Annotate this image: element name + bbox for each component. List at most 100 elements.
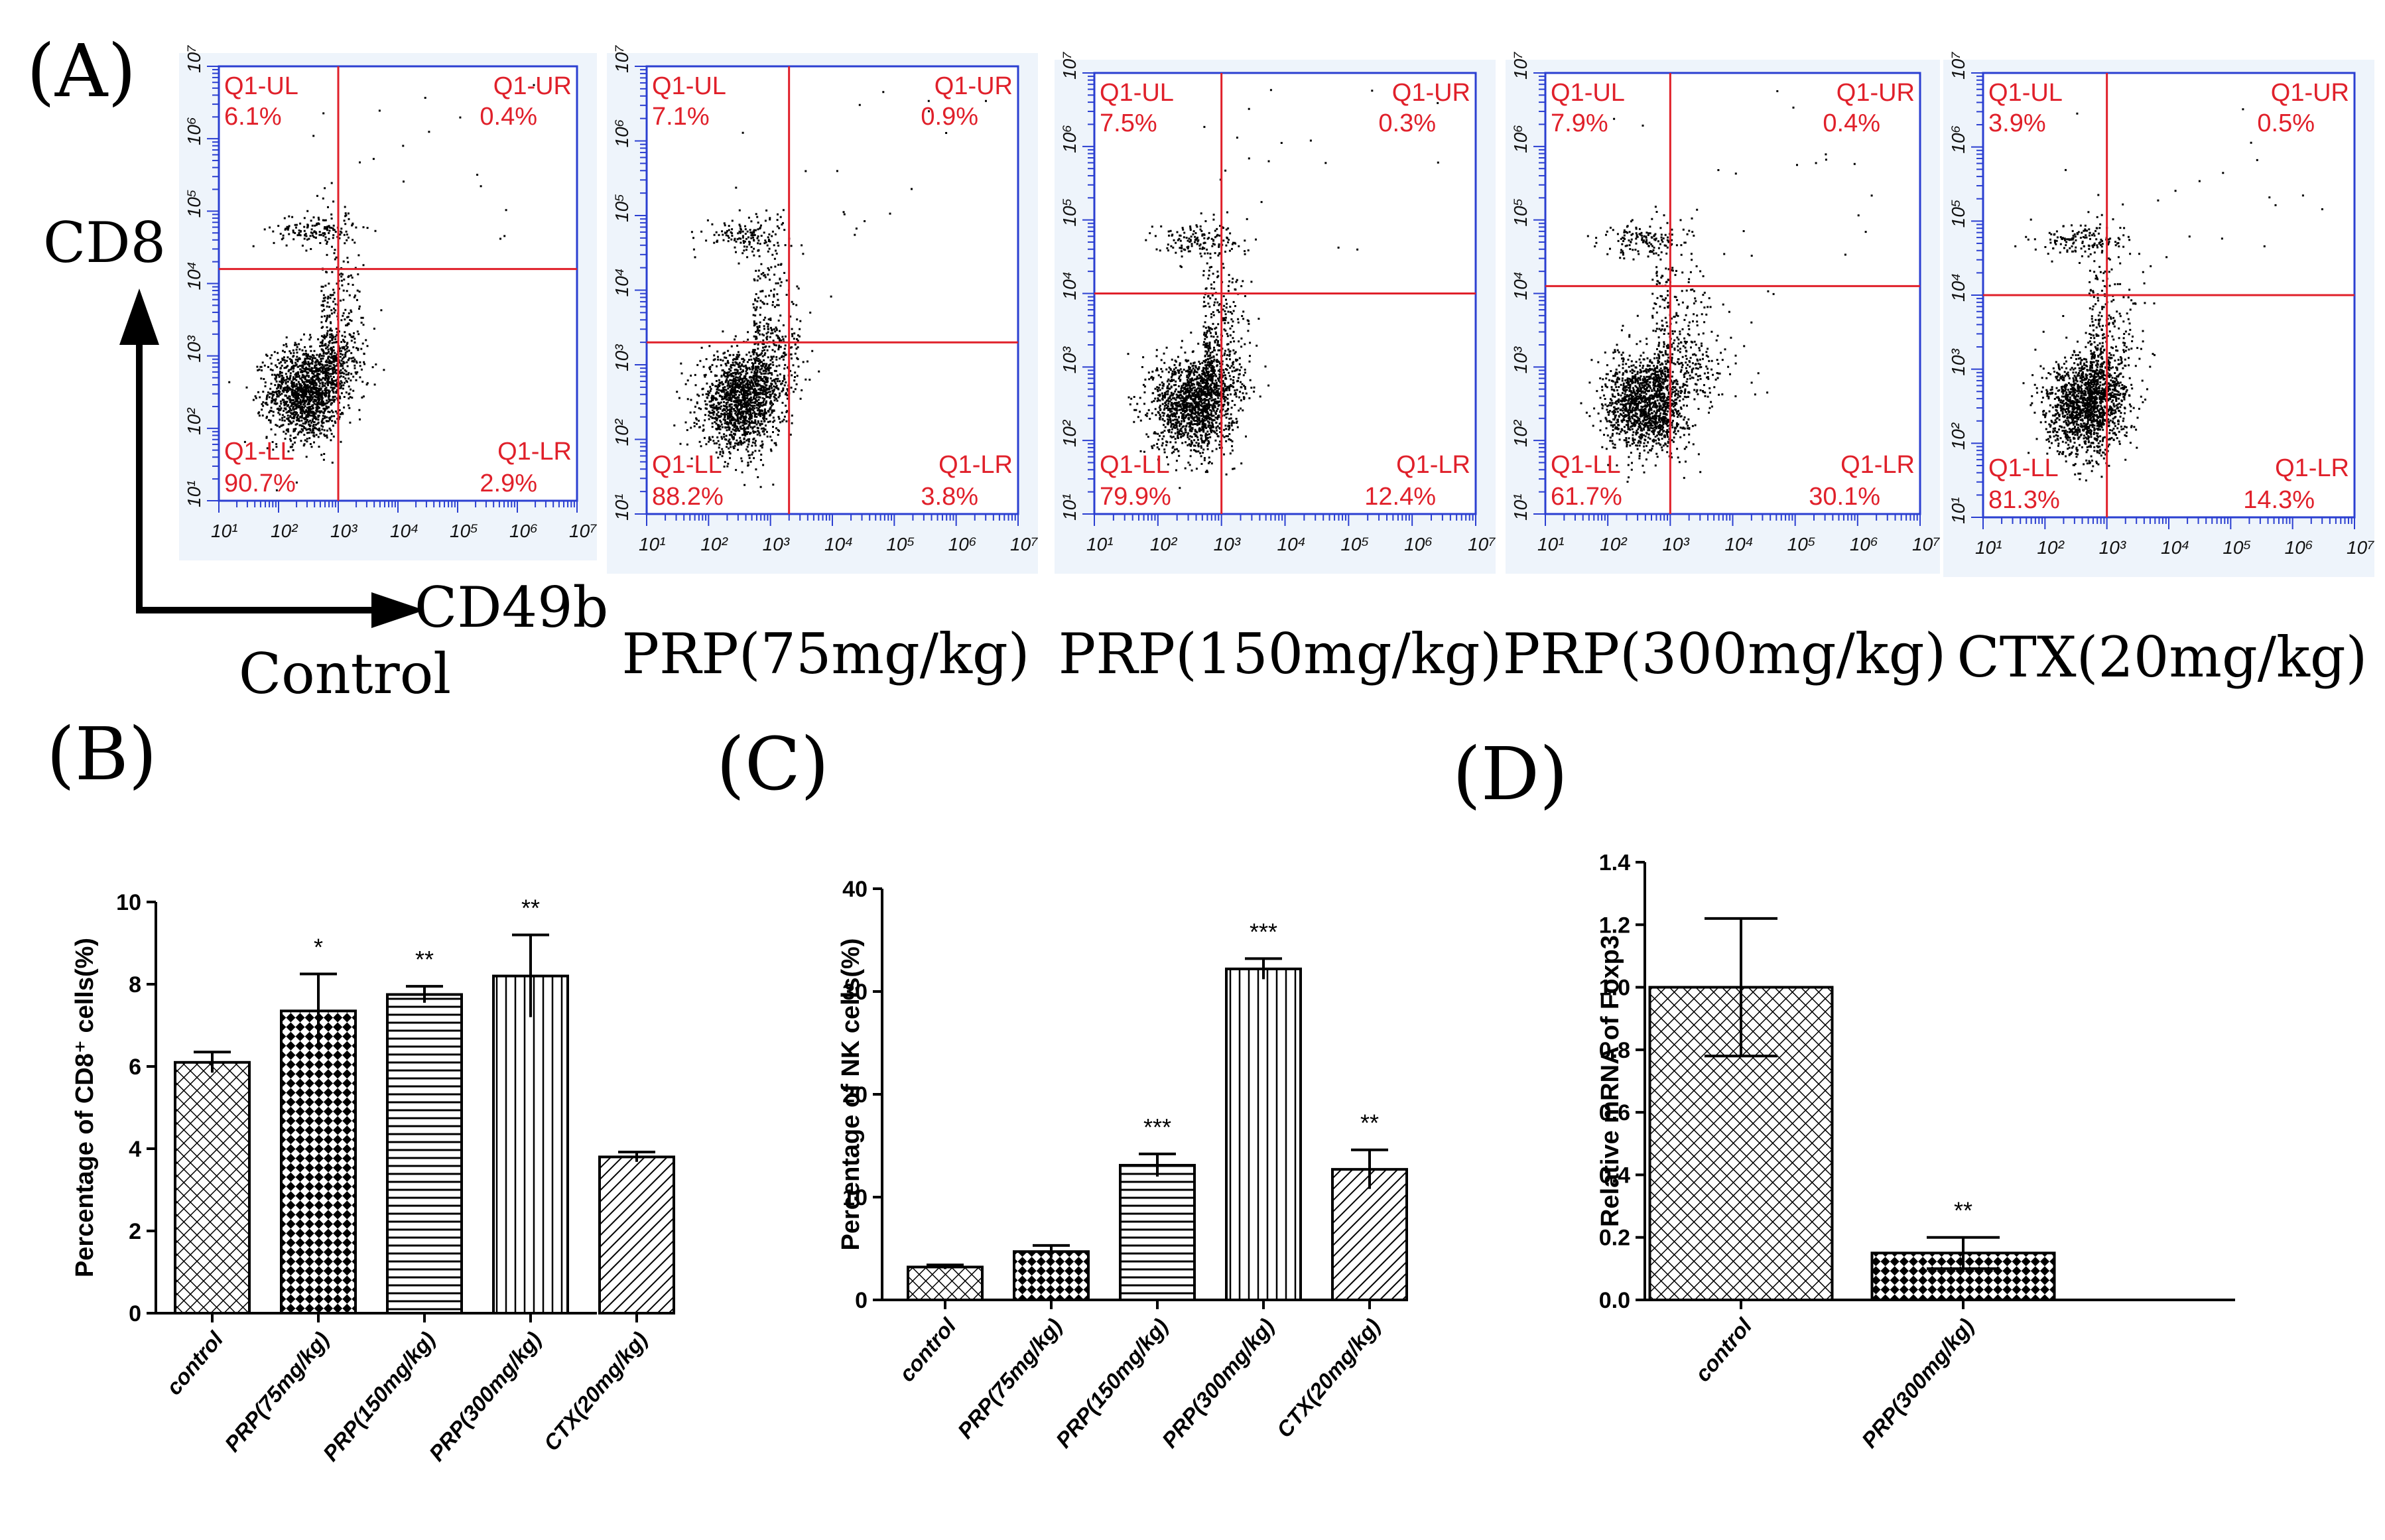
x-tick-label: 10³ xyxy=(763,534,790,554)
x-category-label: control xyxy=(894,1313,961,1386)
x-tick-label: 10⁶ xyxy=(2285,537,2313,558)
flow-group-caption: PRP(150mg/kg) xyxy=(1059,621,1502,686)
y-tick-label: 10⁵ xyxy=(1059,198,1080,227)
x-tick-label: 10² xyxy=(700,534,728,554)
y-tick-label: 10⁶ xyxy=(612,119,632,148)
flow-events xyxy=(1127,89,1439,489)
significance-marker: ** xyxy=(1360,1110,1379,1137)
cd49b-axis-marker: CD49b xyxy=(415,575,608,640)
y-tick-label: 10⁷ xyxy=(184,45,204,73)
quadrant-ur-name: Q1-UR xyxy=(2271,79,2349,107)
x-tick-label: 10⁷ xyxy=(1912,534,1940,554)
x-tick-label: 10² xyxy=(271,521,298,541)
y-tick-label: 0.4 xyxy=(1599,1163,1630,1188)
bar xyxy=(1119,1163,1196,1301)
y-tick-label: 10⁷ xyxy=(1059,52,1080,80)
y-tick-label: 1.2 xyxy=(1599,913,1630,938)
quadrant-ur-value: 0.4% xyxy=(480,103,537,131)
y-tick-label: 4 xyxy=(129,1137,141,1162)
cd8-arrow-head xyxy=(119,289,159,345)
flow-group-caption: CTX(20mg/kg) xyxy=(1957,625,2368,690)
y-tick-label: 2 xyxy=(129,1219,141,1244)
panel-label-c: (C) xyxy=(716,722,829,806)
x-tick-label: 10⁷ xyxy=(1010,534,1038,554)
significance-marker: ** xyxy=(1954,1197,1972,1224)
flow-event-dots xyxy=(1580,90,1873,483)
quadrant-ur-value: 0.4% xyxy=(1823,109,1880,137)
y-tick-label: 40 xyxy=(842,877,868,902)
x-tick-label: 10³ xyxy=(1662,534,1689,554)
x-category-label: PRP(300mg/kg) xyxy=(424,1327,546,1466)
x-tick-label: 10² xyxy=(1150,534,1178,554)
x-tick-label: 10⁴ xyxy=(824,534,853,554)
quadrant-ur-value: 0.9% xyxy=(921,103,978,131)
x-tick-label: 10⁶ xyxy=(948,534,977,554)
y-tick-label: 0 xyxy=(129,1301,141,1326)
y-tick-label: 10³ xyxy=(1948,349,1968,376)
y-tick-label: 10⁶ xyxy=(1510,125,1531,153)
quadrant-lr-name: Q1-LR xyxy=(2275,454,2349,482)
quadrant-lr-value: 30.1% xyxy=(1809,483,1880,511)
quadrant-ll-name: Q1-LL xyxy=(1988,454,2059,482)
quadrant-ur-value: 0.5% xyxy=(2257,109,2315,137)
x-tick-label: 10¹ xyxy=(639,534,665,554)
quadrant-ul-value: 7.1% xyxy=(652,103,710,131)
y-tick-label: 10⁴ xyxy=(1948,273,1968,302)
quadrant-ul-value: 6.1% xyxy=(224,103,282,131)
y-tick-label: 10⁴ xyxy=(1510,271,1531,300)
flow-event-dots xyxy=(1127,89,1439,489)
y-tick-label: 30 xyxy=(842,980,868,1005)
flow-plot-frame xyxy=(1544,72,1921,515)
y-tick-label: 10¹ xyxy=(1948,497,1968,524)
y-tick-label: 10⁶ xyxy=(1948,125,1968,154)
y-tick-label: 0.0 xyxy=(1599,1288,1630,1313)
panel-label-a: (A) xyxy=(27,29,136,113)
y-tick-label: 0.6 xyxy=(1599,1100,1630,1125)
flow-group-caption: Control xyxy=(239,641,451,706)
flow-plot-frame xyxy=(645,65,1019,515)
quadrant-ur-name: Q1-UR xyxy=(493,72,572,100)
x-tick-label: 10¹ xyxy=(1086,534,1113,554)
bar-chart-c: 0 10 20 30 40 Percentage of NK cells(%) contro… xyxy=(837,877,1408,1452)
bar xyxy=(907,1265,984,1302)
y-tick-label: 10⁷ xyxy=(612,45,632,73)
y-tick-label: 10⁷ xyxy=(1948,52,1968,80)
flow-plot-3: 10¹ 10¹ 10² 10² 10³ 10³ 10⁴ 10⁴ 10⁵ 10⁵ 10⁶ 10⁶ 10⁷ 1… xyxy=(1055,52,1502,686)
bar xyxy=(1013,1250,1090,1302)
x-tick-label: 10¹ xyxy=(1537,534,1564,554)
x-tick-label: 10⁴ xyxy=(1277,534,1306,554)
y-tick-label: 10² xyxy=(612,418,632,446)
y-tick-label: 10¹ xyxy=(612,494,632,521)
y-tick-label: 10⁴ xyxy=(1059,271,1080,300)
panel-label-b: (B) xyxy=(46,712,157,797)
y-tick-label: 10² xyxy=(1948,422,1968,450)
bar xyxy=(1331,1168,1408,1302)
x-tick-label: 10³ xyxy=(1214,534,1241,554)
x-tick-label: 10⁵ xyxy=(1787,534,1816,554)
flow-plot-frame xyxy=(218,65,578,502)
y-tick-label: 10⁴ xyxy=(184,261,204,290)
flow-events xyxy=(673,91,987,488)
y-tick-label: 10¹ xyxy=(1059,494,1080,521)
flow-event-dots xyxy=(2014,108,2323,481)
bar xyxy=(1225,967,1302,1302)
y-tick-label: 10 xyxy=(116,890,141,915)
x-tick-label: 10³ xyxy=(330,521,357,541)
quadrant-ul-name: Q1-UL xyxy=(652,72,726,100)
y-tick-label: 1.4 xyxy=(1599,850,1630,875)
quadrant-ll-value: 61.7% xyxy=(1551,483,1622,511)
panel-label-d: (D) xyxy=(1452,732,1568,816)
quadrant-ul-name: Q1-UL xyxy=(1100,79,1174,107)
quadrant-lr-name: Q1-LR xyxy=(1396,451,1470,479)
x-tick-label: 10⁵ xyxy=(1340,534,1369,554)
y-tick-label: 10⁵ xyxy=(184,189,204,218)
quadrant-lr-name: Q1-LR xyxy=(938,451,1013,479)
quadrant-ur-name: Q1-UR xyxy=(1392,79,1470,107)
x-tick-label: 10⁶ xyxy=(509,521,538,541)
significance-marker: ** xyxy=(415,946,434,973)
y-tick-label: 10⁵ xyxy=(1510,198,1531,227)
quadrant-lr-value: 2.9% xyxy=(480,470,537,497)
x-tick-label: 10¹ xyxy=(1975,537,2002,558)
bar xyxy=(174,1060,251,1315)
